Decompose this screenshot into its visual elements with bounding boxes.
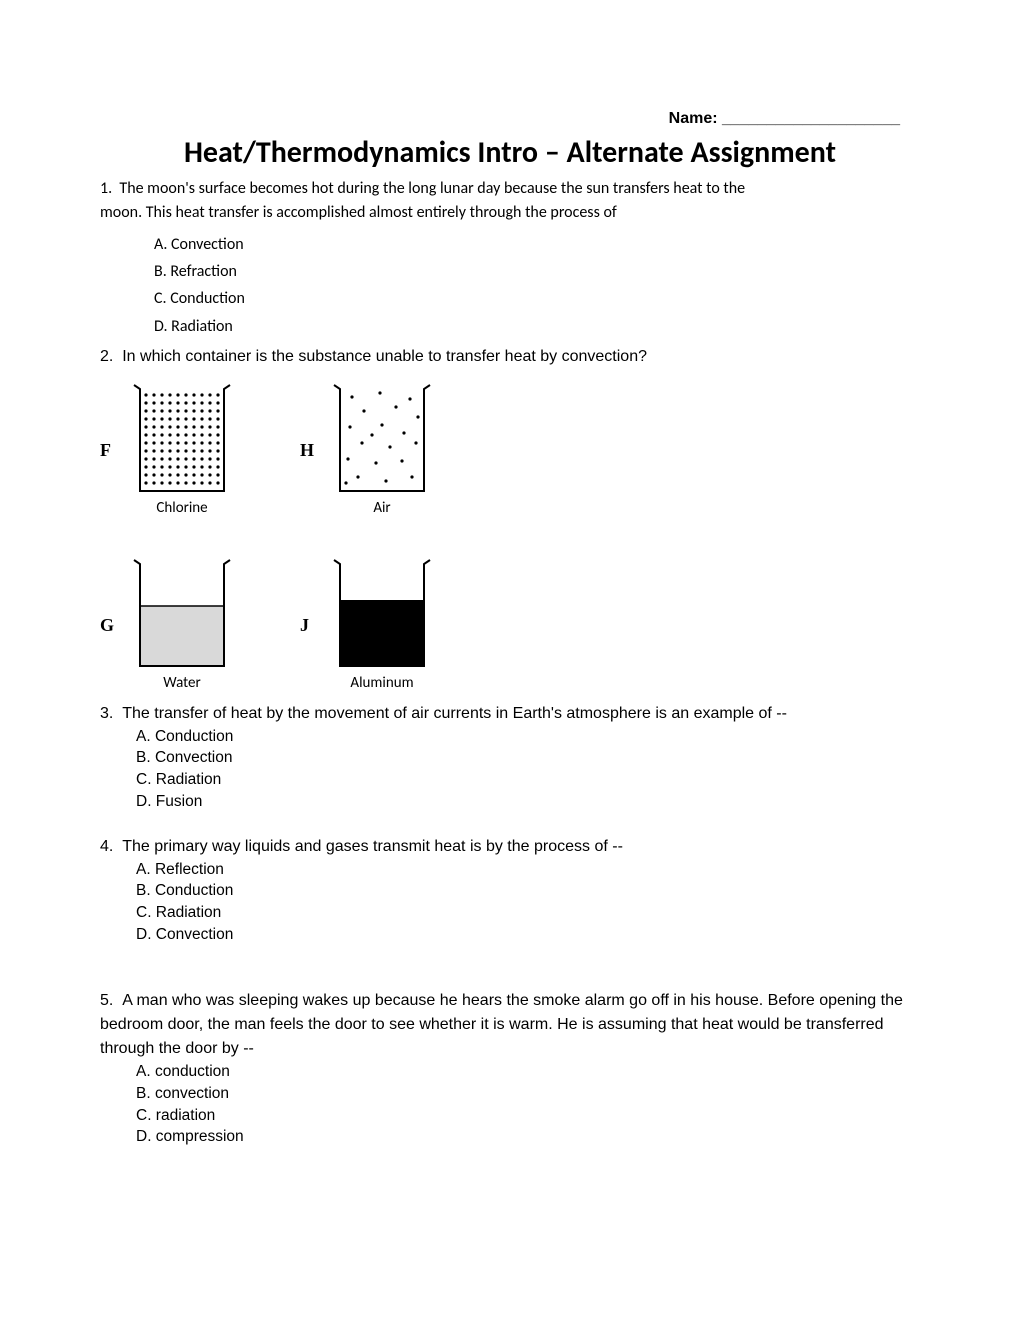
q2-label-f: F	[100, 440, 132, 461]
q5-body: A man who was sleeping wakes up because …	[100, 992, 903, 1057]
q1-text: 1. The moon's surface becomes hot during…	[100, 177, 920, 225]
q4-opt-a: A. Reflection	[136, 859, 920, 881]
q1-opt-b: B. Refraction	[154, 258, 920, 285]
q3-opt-b: B. Convection	[136, 747, 920, 769]
q4-opt-d: D. Convection	[136, 924, 920, 946]
q1-line1: The moon's surface becomes hot during th…	[119, 179, 745, 198]
q2-beaker-f-wrap: Chlorine	[132, 383, 232, 517]
q1-options: A. Convection B. Refraction C. Conductio…	[154, 231, 920, 340]
beaker-air-icon	[332, 383, 432, 493]
q4-opt-c: C. Radiation	[136, 902, 920, 924]
page-title: Heat/Thermodynamics Intro – Alternate As…	[100, 134, 920, 171]
q2-caption-g: Water	[163, 674, 200, 692]
q2-containers-grid: F	[100, 378, 920, 698]
q2-label-g: G	[100, 615, 132, 636]
q3-text: 3. The transfer of heat by the movement …	[100, 702, 920, 726]
worksheet-page: Name: ____________________ Heat/Thermody…	[0, 0, 1020, 1188]
q2-body: In which container is the substance unab…	[122, 348, 647, 365]
q5-opt-d: D. compression	[136, 1126, 920, 1148]
q5-text: 5. A man who was sleeping wakes up becau…	[100, 989, 920, 1061]
q4-opt-b: B. Conduction	[136, 880, 920, 902]
q5-number: 5.	[100, 992, 113, 1009]
q5-opt-c: C. radiation	[136, 1105, 920, 1127]
q2-caption-j: Aluminum	[350, 674, 413, 692]
q2-beaker-j-wrap: Aluminum	[332, 558, 432, 692]
q5-options: A. conduction B. convection C. radiation…	[136, 1061, 920, 1148]
q2-beaker-h-wrap: Air	[332, 383, 432, 517]
name-field-label: Name: ____________________	[100, 110, 900, 128]
q2-caption-f: Chlorine	[156, 499, 207, 517]
q3-opt-d: D. Fusion	[136, 791, 920, 813]
q3-options: A. Conduction B. Convection C. Radiation…	[136, 726, 920, 813]
q3-opt-c: C. Radiation	[136, 769, 920, 791]
q2-beaker-g-wrap: Water	[132, 558, 232, 692]
q3-body: The transfer of heat by the movement of …	[122, 705, 787, 722]
q5-opt-b: B. convection	[136, 1083, 920, 1105]
q2-label-h: H	[300, 440, 332, 461]
q2-cell-j: J Aluminum	[300, 553, 500, 698]
q1-opt-c: C. Conduction	[154, 285, 920, 312]
q2-cell-g: G Water	[100, 553, 300, 698]
q4-text: 4. The primary way liquids and gases tra…	[100, 835, 920, 859]
q1-opt-d: D. Radiation	[154, 313, 920, 340]
q3-number: 3.	[100, 705, 113, 722]
beaker-water-icon	[132, 558, 232, 668]
q1-number: 1.	[100, 179, 112, 198]
q4-number: 4.	[100, 838, 113, 855]
q2-cell-h: H Air	[300, 378, 500, 523]
beaker-chlorine-icon	[132, 383, 232, 493]
q1-line2: moon. This heat transfer is accomplished…	[100, 203, 617, 222]
q2-text: 2. In which container is the substance u…	[100, 348, 920, 366]
q2-caption-h: Air	[373, 499, 390, 517]
q5-opt-a: A. conduction	[136, 1061, 920, 1083]
q2-label-j: J	[300, 615, 332, 636]
q4-options: A. Reflection B. Conduction C. Radiation…	[136, 859, 920, 946]
q2-cell-f: F	[100, 378, 300, 523]
q3-opt-a: A. Conduction	[136, 726, 920, 748]
q4-body: The primary way liquids and gases transm…	[122, 838, 623, 855]
q2-number: 2.	[100, 348, 113, 365]
beaker-aluminum-icon	[332, 558, 432, 668]
q1-opt-a: A. Convection	[154, 231, 920, 258]
